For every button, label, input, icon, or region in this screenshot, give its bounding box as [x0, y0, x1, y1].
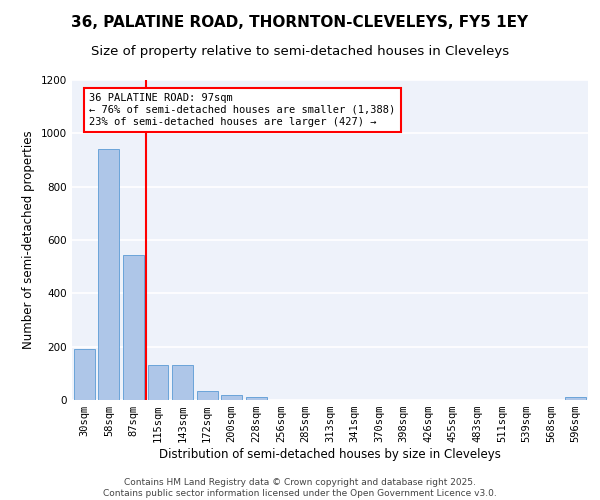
- X-axis label: Distribution of semi-detached houses by size in Cleveleys: Distribution of semi-detached houses by …: [159, 448, 501, 461]
- Text: Size of property relative to semi-detached houses in Cleveleys: Size of property relative to semi-detach…: [91, 45, 509, 58]
- Bar: [221, 394, 242, 400]
- Text: 36 PALATINE ROAD: 97sqm
← 76% of semi-detached houses are smaller (1,388)
23% of: 36 PALATINE ROAD: 97sqm ← 76% of semi-de…: [89, 94, 395, 126]
- Text: Contains HM Land Registry data © Crown copyright and database right 2025.
Contai: Contains HM Land Registry data © Crown c…: [103, 478, 497, 498]
- Bar: [148, 366, 169, 400]
- Bar: [246, 398, 267, 400]
- Y-axis label: Number of semi-detached properties: Number of semi-detached properties: [22, 130, 35, 350]
- Bar: [74, 350, 95, 400]
- Bar: [197, 390, 218, 400]
- Bar: [172, 366, 193, 400]
- Bar: [98, 150, 119, 400]
- Text: 36, PALATINE ROAD, THORNTON-CLEVELEYS, FY5 1EY: 36, PALATINE ROAD, THORNTON-CLEVELEYS, F…: [71, 15, 529, 30]
- Bar: [565, 398, 586, 400]
- Bar: [123, 254, 144, 400]
